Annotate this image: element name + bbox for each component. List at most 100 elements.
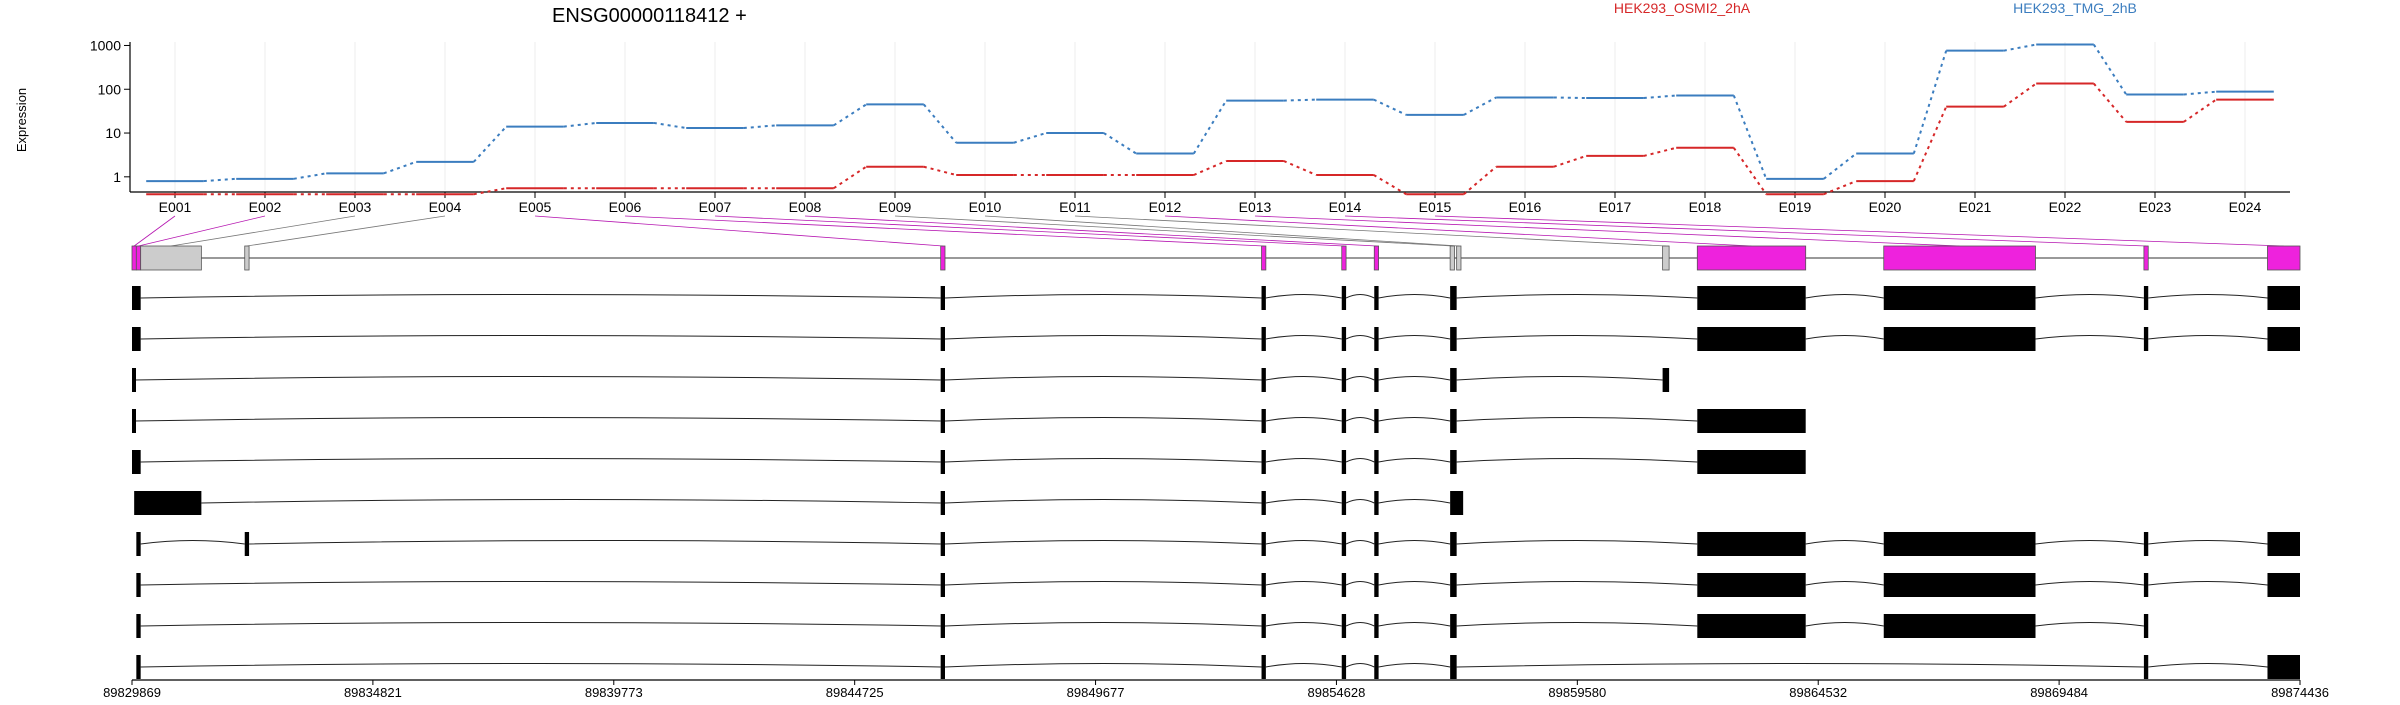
x-tick-label: E004 (429, 199, 462, 215)
transcript-exon (136, 655, 141, 679)
transcript-exon (1261, 614, 1266, 638)
y-tick-label: 10 (105, 125, 121, 141)
transcript-7 (136, 573, 2300, 597)
exon-connector (1074, 215, 1666, 247)
series-connector (2183, 98, 2217, 123)
transcript-intron (1378, 417, 1451, 422)
transcript-intron (944, 417, 1262, 422)
transcript-intron (944, 335, 1262, 340)
exon-connector (1254, 215, 1960, 247)
transcript-exon (1261, 327, 1266, 351)
transcript-5 (134, 491, 1464, 515)
exon-connector (714, 215, 1344, 247)
coord-tick-label: 89839773 (585, 685, 643, 700)
transcript-exon (940, 409, 945, 433)
coord-tick-label: 89834821 (344, 685, 402, 700)
exon-connector (133, 215, 176, 247)
transcript-exon (1450, 614, 1457, 638)
transcript-0 (132, 286, 2300, 310)
x-tick-label: E013 (1239, 199, 1272, 215)
transcript-exon (2143, 655, 2149, 679)
series-connector (1193, 160, 1227, 176)
exon-connector (1434, 215, 2284, 247)
transcript-exon (2267, 655, 2300, 679)
transcript-intron (2148, 540, 2268, 545)
transcript-intron (1265, 581, 1342, 586)
transcript-intron (1456, 294, 1698, 299)
transcript-exon (1697, 450, 1806, 474)
transcript-exon (940, 614, 945, 638)
transcript-exon (1341, 327, 1347, 351)
transcript-intron (140, 581, 941, 586)
exon-connectors (133, 215, 2284, 247)
transcript-intron (2148, 335, 2268, 340)
series-connector (1732, 147, 1768, 195)
gene-model (131, 245, 2301, 271)
x-tick-label: E020 (1869, 199, 1902, 215)
transcript-exon (1374, 655, 1379, 679)
exon-box (1449, 245, 1455, 271)
transcript-exon (1883, 614, 2036, 638)
transcript-intron (1378, 622, 1451, 627)
x-tick-label: E014 (1329, 199, 1362, 215)
x-tick-label: E012 (1149, 199, 1182, 215)
transcript-exon (1697, 327, 1806, 351)
transcript-intron (140, 458, 941, 463)
transcript-exon (1374, 532, 1379, 556)
series-connector (923, 165, 957, 176)
series-connector (833, 165, 867, 190)
series-connector (473, 187, 507, 196)
transcript-intron (944, 458, 1262, 463)
transcript-exon (244, 532, 250, 556)
series (146, 43, 2274, 196)
transcript-intron (1378, 581, 1451, 586)
x-tick-label: E003 (339, 199, 372, 215)
series-connector (1732, 95, 1768, 180)
transcript-intron (140, 294, 941, 299)
transcript-exon (1341, 655, 1347, 679)
transcript-intron (2035, 581, 2144, 586)
series-connector (1912, 50, 1948, 154)
transcript-intron (140, 540, 245, 545)
transcript-intron (2035, 294, 2144, 299)
series-connector (203, 177, 237, 183)
transcript-exon (1261, 286, 1266, 310)
transcript-intron (1345, 294, 1375, 299)
series-connector (1463, 165, 1497, 196)
transcript-exon (1697, 409, 1806, 433)
transcript-intron (1265, 540, 1342, 545)
series-connector (1912, 106, 1948, 182)
x-tick-label: E011 (1059, 199, 1091, 215)
transcript-exon (2143, 532, 2149, 556)
series-0 (146, 82, 2274, 196)
series-connector (2183, 90, 2217, 96)
transcript-intron (1456, 663, 2144, 668)
chart-title: ENSG00000118412 + (552, 5, 747, 27)
series-connector (1553, 96, 1587, 100)
transcript-exon (1450, 286, 1457, 310)
transcript-exon (1261, 491, 1266, 515)
exon-box (131, 245, 137, 271)
transcript-exon (1261, 655, 1266, 679)
exon-connector (1344, 215, 2147, 247)
transcript-intron (1456, 335, 1698, 340)
series-connector (653, 121, 687, 130)
transcript-exon (2143, 327, 2149, 351)
x-tick-label: E007 (699, 199, 732, 215)
transcript-intron (1378, 294, 1451, 299)
transcript-exon (1450, 327, 1457, 351)
series-connector (563, 121, 597, 128)
transcript-exon (1374, 450, 1379, 474)
transcript-intron (1378, 663, 1451, 668)
series-connector (473, 125, 507, 163)
transcript-intron (249, 540, 941, 545)
transcript-exon (2267, 286, 2300, 310)
transcript-2 (132, 368, 1670, 392)
transcript-exon (940, 368, 945, 392)
transcript-exon (132, 409, 136, 433)
transcript-exon (1697, 614, 1806, 638)
exon-box (140, 245, 202, 271)
transcript-exon (1374, 573, 1379, 597)
transcript-intron (1456, 376, 1663, 381)
